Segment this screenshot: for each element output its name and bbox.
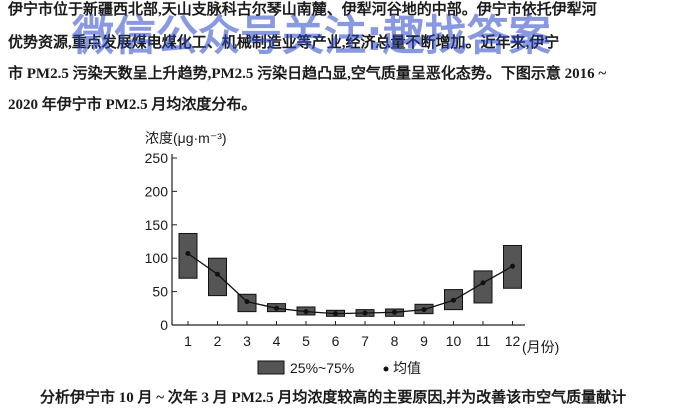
y-tick-label: 150 [145,217,169,233]
y-axis-label: 浓度(μg·m⁻³) [145,130,227,146]
mean-dot [510,263,515,269]
mean-dot [362,310,368,316]
y-tick-label: 200 [145,183,169,199]
paragraph-line: 伊宁市位于新疆西北部,天山支脉科古尔琴山南麓、伊犁河谷地的中部。伊宁市依托伊犁河 [7,0,597,18]
paragraph-line: 2020 年伊宁市 PM2.5 月均浓度分布。 [8,95,256,113]
mean-dot [451,297,456,303]
x-axis-label: (月份) [522,339,559,355]
paragraph-line: 市 PM2.5 污染天数呈上升趋势,PM2.5 污染日趋凸显,空气质量呈恶化态势… [8,64,606,82]
x-tick-label: 12 [505,333,521,349]
x-tick-label: 8 [391,333,399,349]
mean-dot [480,280,486,286]
x-tick-label: 7 [361,333,369,349]
mean-dot [215,271,220,277]
question: 分析伊宁市 10 月 ~ 次年 3 月 PM2.5 月均浓度较高的主要原因,并为… [40,388,626,406]
mean-dot [421,307,427,313]
x-tick-label: 3 [243,333,251,349]
y-tick-label: 0 [160,317,168,333]
mean-dot [392,309,397,315]
watermark: 微信公众号关注:趣找答案 [71,11,552,60]
x-tick-label: 5 [302,333,310,349]
mean-dot [185,251,191,257]
y-tick-label: 100 [145,250,169,266]
legend-label: 均值 [393,360,421,376]
legend-swatch [257,360,285,375]
mean-dot [274,305,279,311]
x-tick-label: 9 [420,333,428,349]
x-tick-label: 6 [332,333,340,349]
x-tick-label: 11 [476,333,491,349]
y-tick-label: 250 [145,150,169,166]
x-tick-label: 4 [273,333,281,349]
x-tick-label: 2 [214,333,222,349]
box [473,270,493,304]
mean-dot [333,311,338,317]
mean-dot [244,299,250,305]
box [208,257,227,297]
x-tick-label: 10 [446,333,462,349]
y-tick-label: 50 [152,284,168,300]
legend-dot [383,366,389,372]
legend-label: 25%~75% [290,360,354,376]
mean-dot [303,309,309,315]
mean-line [187,252,513,315]
x-tick-label: 1 [184,333,192,349]
paragraph-line: 优势资源,重点发展煤电煤化工、机械制造业等产业,经济总量不断增加。近年来,伊宁 [8,33,559,51]
